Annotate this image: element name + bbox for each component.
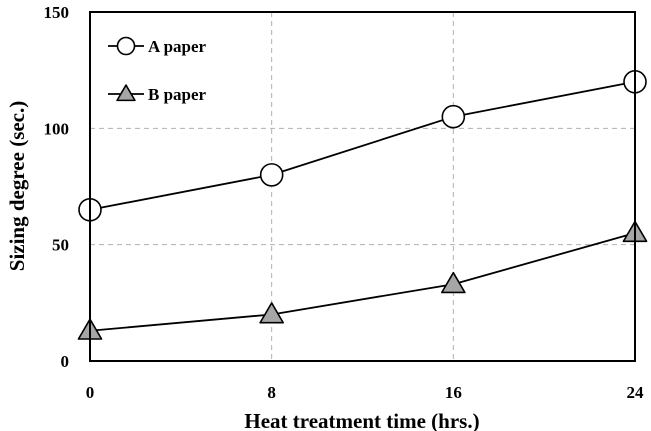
series-b-point [259,302,285,324]
legend: A paper B paper [108,36,207,104]
x-tick-labels: 0 8 16 24 [86,383,644,402]
x-axis-title: Heat treatment time (hrs.) [244,409,479,431]
series-a-line [89,80,636,211]
series-a-point [259,163,284,187]
x-tick-label: 16 [445,383,462,402]
series-b-line [89,232,636,332]
x-tick-label: 0 [86,383,95,402]
x-tick-label: 8 [267,383,276,402]
y-tick-label: 150 [44,3,70,22]
series-a-point [441,104,466,129]
legend-b-label: B paper [148,85,207,104]
legend-a-marker [116,36,136,56]
y-tick-labels: 0 50 100 150 [44,3,70,371]
y-tick-label: 0 [61,352,70,371]
y-axis-title: Sizing degree (sec.) [5,101,29,271]
y-tick-label: 50 [52,236,69,255]
y-tick-label: 100 [44,119,70,138]
series-b-point [440,271,466,294]
plot-frame [89,11,636,362]
plot-area [90,12,635,361]
x-tick-label: 24 [627,383,645,402]
legend-b-marker [116,84,136,102]
legend-a-label: A paper [148,37,207,56]
